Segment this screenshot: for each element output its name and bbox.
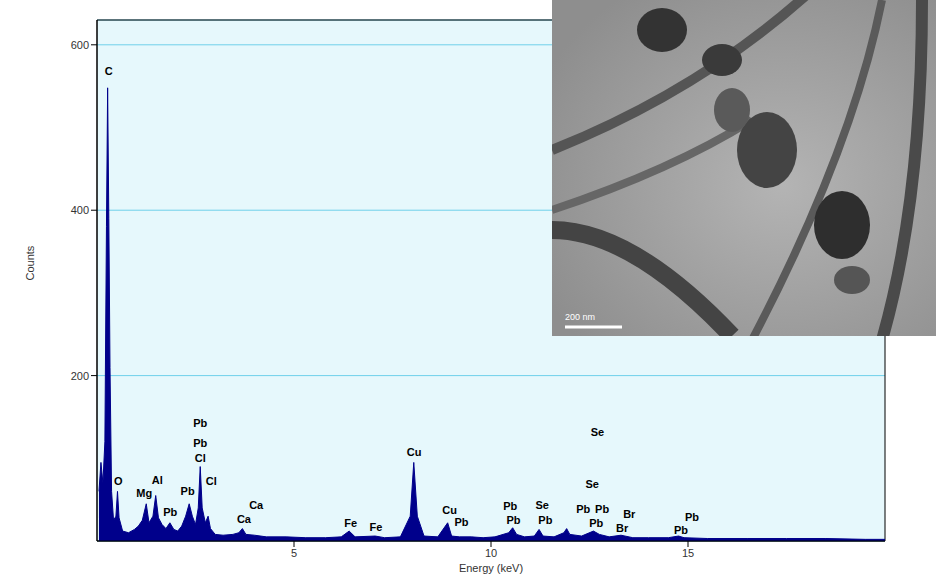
svg-text:Ca: Ca [249,499,264,511]
svg-text:Fe: Fe [370,521,383,533]
svg-text:Pb: Pb [538,514,552,526]
svg-text:Pb: Pb [503,500,517,512]
svg-text:Counts: Counts [24,245,36,280]
svg-text:Br: Br [623,508,636,520]
svg-text:Se: Se [591,426,604,438]
svg-text:Pb: Pb [674,524,688,536]
svg-text:Fe: Fe [344,517,357,529]
svg-text:200: 200 [71,370,89,382]
svg-text:5: 5 [291,547,297,559]
svg-text:Cu: Cu [442,504,457,516]
svg-text:O: O [114,475,123,487]
svg-text:Pb: Pb [595,503,609,515]
svg-text:400: 400 [71,204,89,216]
svg-text:Cu: Cu [407,446,422,458]
svg-text:Ca: Ca [237,513,252,525]
svg-text:10: 10 [485,547,497,559]
svg-text:Pb: Pb [506,514,520,526]
svg-text:Se: Se [586,478,599,490]
svg-text:Pb: Pb [589,517,603,529]
svg-text:Pb: Pb [576,503,590,515]
svg-text:Se: Se [535,499,548,511]
svg-text:Pb: Pb [193,417,207,429]
svg-text:Br: Br [616,522,629,534]
svg-text:Pb: Pb [163,506,177,518]
svg-text:Pb: Pb [454,516,468,528]
svg-text:600: 600 [71,39,89,51]
svg-text:Cl: Cl [195,452,206,464]
svg-text:Pb: Pb [685,511,699,523]
svg-text:200 nm: 200 nm [565,312,595,322]
svg-text:15: 15 [682,547,694,559]
svg-text:Pb: Pb [193,437,207,449]
svg-text:Al: Al [152,474,163,486]
svg-text:Cl: Cl [206,475,217,487]
svg-text:Energy (keV): Energy (keV) [459,562,523,574]
svg-text:C: C [105,65,113,77]
svg-text:Mg: Mg [136,487,152,499]
svg-text:Pb: Pb [181,485,195,497]
